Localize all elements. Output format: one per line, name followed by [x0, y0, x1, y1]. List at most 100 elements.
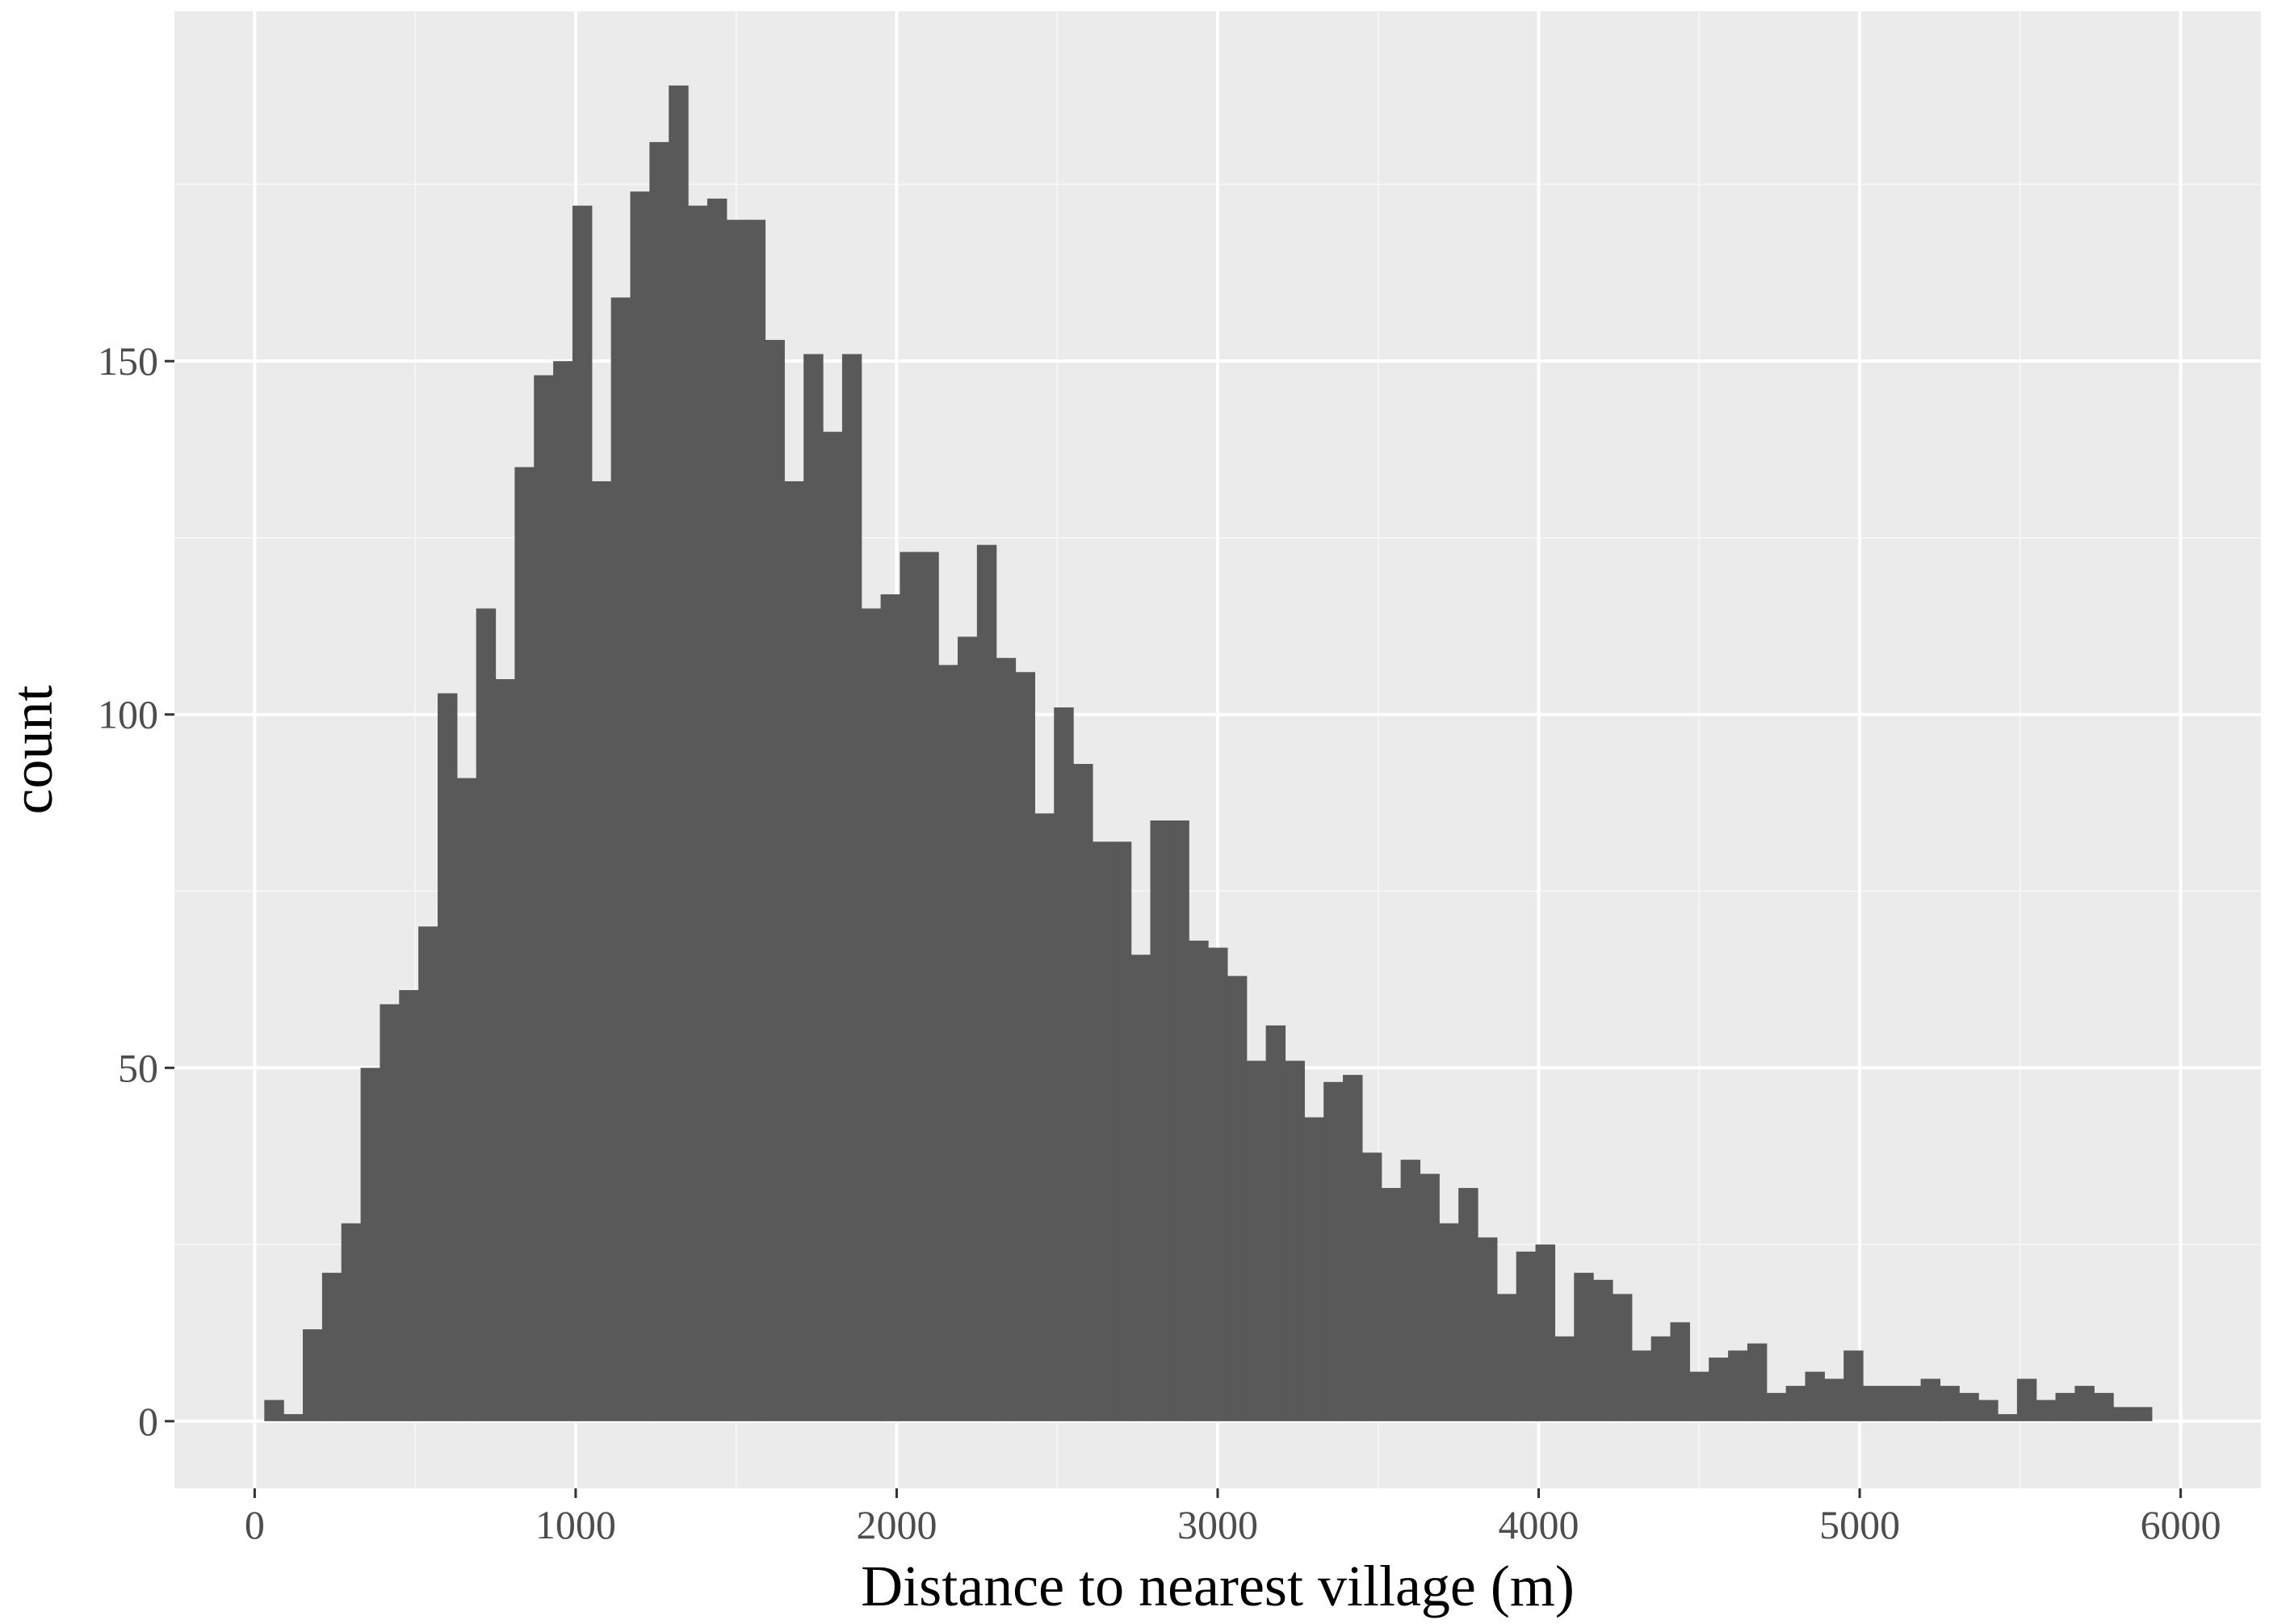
x-tick-label: 6000 — [2141, 1502, 2221, 1547]
histogram-bar — [649, 141, 669, 1421]
histogram-bar — [1554, 1336, 1575, 1421]
histogram-bar — [976, 544, 997, 1421]
histogram-bar — [1496, 1294, 1517, 1421]
histogram-bar — [1343, 1075, 1363, 1421]
histogram-bar — [1150, 820, 1170, 1421]
x-tick-label: 0 — [245, 1502, 265, 1547]
histogram-bar — [2055, 1392, 2076, 1421]
y-tick-label: 100 — [98, 692, 158, 737]
histogram-bar — [1766, 1392, 1787, 1421]
histogram-bar — [1478, 1237, 1498, 1421]
histogram-bar — [803, 354, 824, 1421]
histogram-bar — [1843, 1350, 1864, 1421]
y-axis-ticks: 0 50 100 150 — [98, 338, 174, 1444]
x-tick-label: 3000 — [1177, 1502, 1258, 1547]
histogram-bar — [476, 608, 497, 1421]
histogram-bar — [2074, 1386, 2095, 1421]
histogram-bar — [1631, 1350, 1652, 1421]
y-tick-label: 0 — [138, 1399, 158, 1444]
histogram-bar — [1920, 1379, 1941, 1421]
histogram-bar — [1400, 1160, 1421, 1421]
histogram-bar — [1130, 955, 1151, 1421]
histogram-bar — [534, 375, 554, 1421]
x-axis-title: Distance to nearest village (m) — [861, 1554, 1575, 1618]
histogram-bar — [553, 361, 573, 1421]
histogram-bar — [360, 1068, 381, 1421]
histogram-bar — [456, 778, 477, 1421]
histogram-bar — [1439, 1223, 1459, 1421]
histogram-bar — [823, 431, 843, 1421]
histogram-bar — [900, 552, 920, 1421]
histogram-bar — [841, 354, 862, 1421]
histogram-bar — [1092, 841, 1113, 1421]
histogram-bar — [1612, 1294, 1633, 1421]
histogram-bar — [957, 636, 978, 1421]
histogram-bar — [303, 1329, 323, 1421]
histogram-bar — [321, 1273, 342, 1421]
histogram-bar — [919, 552, 939, 1421]
histogram-bar — [2113, 1407, 2133, 1421]
histogram-bar — [1420, 1173, 1440, 1421]
histogram-bar — [1650, 1336, 1671, 1421]
histogram-bar — [707, 198, 728, 1421]
histogram-bar — [1535, 1244, 1556, 1421]
histogram-bar — [1747, 1343, 1768, 1421]
histogram-bar — [996, 657, 1017, 1421]
histogram-bar — [861, 608, 882, 1421]
x-tick-label: 5000 — [1819, 1502, 1900, 1547]
histogram-bar — [1998, 1414, 2018, 1421]
histogram-bar — [630, 191, 650, 1421]
x-axis-ticks: 0 1000 2000 3000 4000 5000 6000 — [245, 1488, 2221, 1547]
histogram-bar — [1381, 1188, 1402, 1421]
histogram-bar — [1111, 841, 1132, 1421]
histogram-bar — [880, 594, 901, 1421]
histogram-bar — [1863, 1386, 1883, 1421]
histogram-bar — [1940, 1386, 1960, 1421]
histogram-bar — [591, 480, 612, 1421]
histogram-bar — [2016, 1379, 2037, 1421]
histogram-bar — [1285, 1060, 1305, 1421]
histogram-bar — [938, 665, 958, 1421]
histogram-bar — [669, 85, 689, 1421]
histogram-bar — [1574, 1273, 1594, 1421]
histogram-bar — [1881, 1386, 1902, 1421]
histogram-bar — [1709, 1358, 1729, 1421]
histogram-bar — [2094, 1392, 2114, 1421]
histogram-bar — [1015, 672, 1036, 1421]
histogram-bar — [264, 1399, 284, 1421]
histogram-bar — [1901, 1386, 1922, 1421]
histogram-bar — [610, 297, 631, 1421]
histogram-bar — [1208, 947, 1228, 1421]
x-tick-label: 1000 — [535, 1502, 616, 1547]
histogram-bar — [1805, 1371, 1825, 1421]
x-tick-label: 2000 — [856, 1502, 937, 1547]
histogram-bar — [1728, 1350, 1748, 1421]
histogram-bar — [784, 480, 804, 1421]
histogram-bar — [437, 693, 458, 1421]
histogram-bar — [418, 926, 438, 1421]
histogram-bar — [1189, 940, 1209, 1421]
histogram-bar — [2132, 1407, 2153, 1421]
histogram-bar — [341, 1223, 362, 1421]
histogram-bar — [380, 1004, 400, 1421]
histogram-bar — [1169, 820, 1189, 1421]
histogram-bar — [1246, 1060, 1267, 1421]
histogram-bar — [765, 339, 785, 1421]
histogram-bar — [514, 467, 535, 1421]
histogram-bar — [1516, 1251, 1537, 1421]
histogram-bar — [745, 220, 766, 1421]
histogram-bar — [1824, 1379, 1844, 1421]
histogram-bar — [1323, 1081, 1344, 1421]
histogram-bar — [1265, 1025, 1286, 1421]
histogram-bar — [572, 205, 593, 1421]
histogram-bar — [1785, 1386, 1806, 1421]
histogram-bar — [1304, 1117, 1324, 1421]
histogram-bar — [1458, 1188, 1478, 1421]
y-tick-label: 50 — [118, 1045, 158, 1090]
histogram-bar — [1593, 1279, 1613, 1421]
y-tick-label: 150 — [98, 338, 158, 384]
histogram-bar — [283, 1414, 304, 1421]
histogram-bar — [1227, 976, 1248, 1421]
